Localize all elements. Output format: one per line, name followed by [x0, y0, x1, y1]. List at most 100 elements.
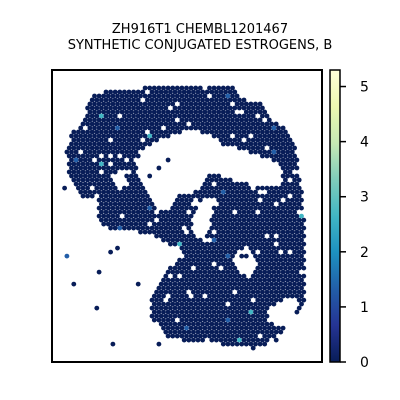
tissue-spot — [202, 333, 208, 339]
tissue-spot — [170, 213, 176, 219]
tissue-spot — [188, 205, 194, 211]
tissue-spot — [230, 229, 235, 235]
tissue-spot — [211, 109, 217, 115]
tissue-spot — [200, 305, 206, 311]
tissue-spot — [241, 201, 247, 207]
tissue-spot — [207, 309, 212, 315]
tissue-spot — [85, 121, 90, 127]
tissue-spot — [227, 137, 233, 143]
tissue-spot — [241, 185, 247, 191]
tissue-spot — [301, 233, 307, 239]
tissue-spot — [117, 137, 123, 143]
tissue-spot — [154, 225, 160, 231]
tissue-spot — [128, 101, 134, 107]
tissue-spot — [289, 237, 295, 243]
tissue-spot — [117, 121, 123, 127]
tissue-spot — [158, 233, 164, 239]
tissue-spot — [234, 277, 240, 283]
tissue-spot — [179, 197, 185, 203]
tissue-spot — [271, 157, 277, 163]
tissue-spot — [145, 193, 150, 199]
tissue-spot — [241, 145, 247, 151]
tissue-spot — [220, 213, 226, 219]
tissue-spot — [241, 313, 247, 319]
tissue-spot — [145, 225, 150, 231]
tissue-spot — [200, 97, 206, 103]
tissue-spot — [220, 141, 226, 147]
tissue-spot — [239, 189, 245, 195]
tissue-spot — [218, 97, 224, 103]
tissue-spot — [296, 305, 302, 311]
tissue-spot — [89, 137, 95, 143]
tissue-spot — [209, 281, 215, 287]
tissue-spot — [209, 193, 215, 199]
tissue-spot — [122, 137, 127, 143]
tissue-spot — [209, 297, 215, 303]
tissue-spot — [232, 337, 238, 343]
tissue-spot — [216, 277, 222, 283]
tissue-spot — [145, 137, 150, 143]
tissue-spot — [241, 113, 247, 119]
tissue-spot — [230, 85, 235, 91]
tissue-spot — [287, 281, 293, 287]
tissue-spot — [285, 173, 291, 179]
tissue-spot — [122, 97, 127, 103]
tissue-spot — [147, 197, 153, 203]
tissue-spot — [73, 165, 79, 171]
tissue-spot — [202, 301, 208, 307]
tissue-spot — [207, 181, 212, 187]
tissue-spot — [197, 285, 203, 291]
tissue-spot — [89, 193, 95, 199]
tissue-spot — [220, 341, 226, 347]
tissue-spot — [112, 145, 118, 151]
tissue-spot — [232, 121, 238, 127]
tissue-spot — [128, 213, 134, 219]
tissue-spot — [200, 249, 206, 255]
tissue-spot — [197, 245, 203, 251]
tissue-spot — [96, 165, 102, 171]
tissue-spot — [269, 249, 274, 255]
tissue-spot — [188, 213, 194, 219]
tissue-spot — [299, 197, 304, 203]
tissue-spot — [142, 117, 148, 123]
tissue-spot — [237, 313, 242, 319]
tissue-spot — [289, 293, 295, 299]
tissue-spot — [105, 197, 111, 203]
tissue-spot — [191, 273, 196, 279]
tissue-spot — [128, 133, 134, 139]
tissue-spot — [283, 273, 288, 279]
tissue-spot — [257, 213, 263, 219]
tissue-spot — [151, 229, 157, 235]
tissue-spot — [214, 297, 219, 303]
tissue-spot — [223, 321, 229, 327]
tissue-spot — [135, 193, 141, 199]
tissue-spot — [66, 145, 72, 151]
tissue-spot — [232, 137, 238, 143]
tissue-spot — [184, 285, 189, 291]
tissue-spot — [227, 225, 233, 231]
tissue-spot — [158, 113, 164, 119]
tissue-spot — [94, 153, 100, 159]
tissue-spot — [124, 213, 130, 219]
tissue-spot — [101, 213, 107, 219]
tissue-spot — [131, 153, 137, 159]
tissue-spot — [186, 257, 192, 263]
tissue-spot — [172, 105, 178, 111]
tissue-spot — [218, 129, 224, 135]
tissue-spot — [202, 189, 208, 195]
tissue-spot — [246, 241, 252, 247]
tissue-spot — [115, 205, 120, 211]
tissue-spot — [278, 241, 284, 247]
tissue-spot — [253, 237, 258, 243]
tissue-spot — [223, 201, 229, 207]
tissue-spot — [115, 213, 120, 219]
tissue-spot — [105, 181, 111, 187]
tissue-spot — [271, 245, 277, 251]
tissue-spot — [253, 333, 258, 339]
tissue-spot — [299, 253, 304, 259]
tissue-spot — [92, 125, 97, 131]
tissue-spot — [191, 97, 196, 103]
tissue-spot — [223, 233, 229, 239]
tissue-spot — [271, 125, 277, 131]
tissue-spot — [289, 221, 295, 227]
